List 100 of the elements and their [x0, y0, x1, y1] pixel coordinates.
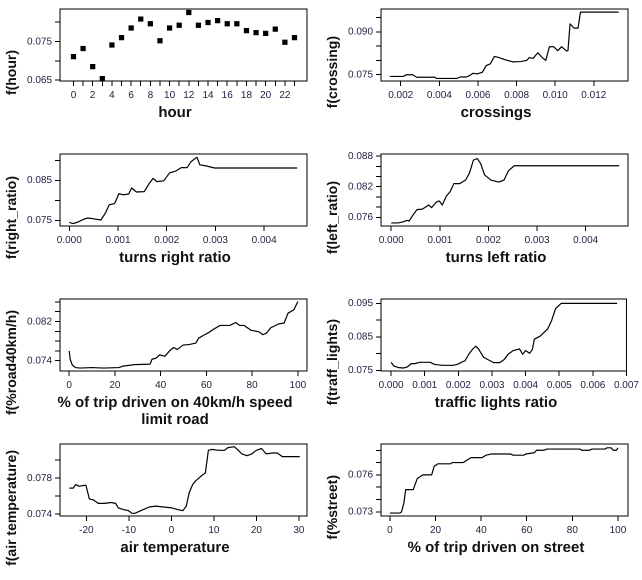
y-axis-title: f(%street)	[324, 475, 340, 540]
x-tick-label: 80	[566, 524, 578, 536]
x-tick-label: 0.008	[504, 90, 530, 101]
x-tick-label: 20	[430, 524, 442, 536]
x-tick-label: 0.000	[56, 234, 82, 246]
x-tick-label: 0	[387, 524, 394, 536]
x-tick-label: 8	[148, 90, 154, 101]
x-tick-label: 40	[155, 380, 167, 391]
point	[118, 35, 124, 40]
y-tick-label: 0.075	[348, 69, 374, 80]
y-tick-label: 0.076	[348, 470, 374, 481]
x-tick-label: -10	[122, 524, 137, 536]
point	[148, 21, 153, 26]
point	[186, 10, 192, 16]
x-tick-label: 4	[109, 90, 116, 101]
y-tick-label: 0.082	[26, 316, 52, 328]
y-axis-title: f(left_ratio)	[324, 180, 340, 254]
x-axis-title: air temperature	[119, 539, 231, 556]
x-tick-label: 0.002	[388, 90, 414, 101]
x-tick-label: 0.000	[378, 234, 404, 246]
x-axis-title: turns right ratio	[118, 249, 232, 266]
x-tick-label: 0.001	[105, 234, 131, 246]
y-tick-label: 0.074	[26, 508, 52, 520]
point	[70, 54, 76, 60]
point	[138, 16, 144, 22]
x-tick-label: 30	[293, 524, 305, 536]
x-tick-label: 10	[164, 90, 176, 101]
point	[292, 35, 298, 40]
x-tick-label: 0.006	[465, 90, 491, 101]
point	[244, 28, 250, 34]
x-tick-label: 0	[66, 380, 72, 391]
x-tick-label: 18	[240, 90, 252, 101]
x-tick-label: 0.003	[524, 234, 550, 246]
x-tick-label: 10	[208, 524, 220, 536]
point	[100, 76, 105, 81]
y-tick-label: 0.085	[348, 332, 374, 343]
x-tick-label: -20	[79, 524, 94, 536]
y-tick-label: 0.075	[26, 215, 52, 226]
y-tick-label: 0.090	[348, 26, 374, 38]
x-tick-label: 60	[200, 380, 212, 391]
x-tick-label: 0.001	[427, 234, 453, 246]
x-axis-title: crossings	[460, 104, 532, 121]
x-axis-title: turns left ratio	[444, 249, 548, 266]
x-axis-title: traffic lights ratio	[434, 394, 558, 411]
y-tick-label: 0.073	[348, 506, 374, 518]
x-tick-label: 0.003	[479, 380, 505, 391]
x-tick-label: 0.001	[412, 380, 438, 391]
x-tick-label: 80	[246, 380, 258, 391]
y-axis-title: f(crossing)	[324, 36, 340, 109]
x-tick-label: 0.004	[513, 380, 539, 391]
x-tick-label: 60	[521, 524, 533, 536]
y-axis-title: f(%road40km/h)	[3, 310, 19, 416]
x-tick-label: 0.002	[154, 234, 180, 246]
y-tick-label: 0.088	[348, 150, 374, 162]
x-tick-label: 6	[128, 90, 134, 101]
x-tick-label: 0.007	[614, 380, 640, 391]
y-axis-title: f(air temperature)	[3, 450, 19, 566]
y-tick-label: 0.075	[26, 36, 52, 48]
x-tick-label: 0.010	[542, 90, 568, 101]
x-tick-label: 16	[222, 90, 234, 101]
point	[282, 40, 288, 45]
x-tick-label: 0.004	[426, 90, 452, 101]
y-axis-title: f(right_ratio)	[3, 176, 19, 260]
y-tick-label: 0.075	[348, 365, 374, 376]
point	[234, 21, 240, 26]
point	[166, 25, 172, 31]
x-tick-label: 0.012	[581, 90, 607, 101]
x-tick-label: 2	[90, 90, 96, 101]
x-tick-label: 100	[610, 524, 627, 536]
point	[253, 30, 259, 36]
x-tick-label: 12	[183, 90, 195, 101]
x-axis-title: % of trip driven on 40km/h speed limit road	[56, 394, 294, 428]
y-axis-title: f(hour)	[3, 50, 19, 96]
x-tick-label: 0	[70, 90, 77, 101]
point	[196, 22, 202, 28]
x-tick-label: 22	[279, 90, 291, 101]
point	[272, 26, 278, 32]
point	[263, 30, 268, 36]
point	[109, 42, 115, 48]
x-tick-label: 0.005	[546, 380, 572, 391]
point	[205, 20, 211, 26]
point	[80, 46, 86, 52]
x-tick-label: 100	[290, 380, 307, 391]
x-tick-label: 0.000	[378, 380, 404, 391]
x-tick-label: 0.004	[573, 234, 599, 246]
x-tick-label: 20	[250, 524, 262, 536]
point	[157, 38, 163, 44]
point	[90, 64, 96, 70]
x-tick-label: 40	[476, 524, 488, 536]
x-tick-label: 0.004	[252, 234, 278, 246]
x-tick-label: 14	[202, 90, 214, 101]
y-tick-label: 0.074	[26, 355, 52, 366]
x-tick-label: 0.002	[446, 380, 472, 391]
x-tick-label: 0.003	[202, 234, 228, 246]
y-axis-title: f(traff_lights)	[324, 319, 340, 406]
x-axis-title: hour	[157, 104, 193, 121]
x-tick-label: 0	[168, 524, 175, 536]
y-tick-label: 0.085	[26, 175, 52, 186]
y-tick-label: 0.076	[348, 212, 374, 224]
x-tick-label: 20	[260, 90, 272, 101]
